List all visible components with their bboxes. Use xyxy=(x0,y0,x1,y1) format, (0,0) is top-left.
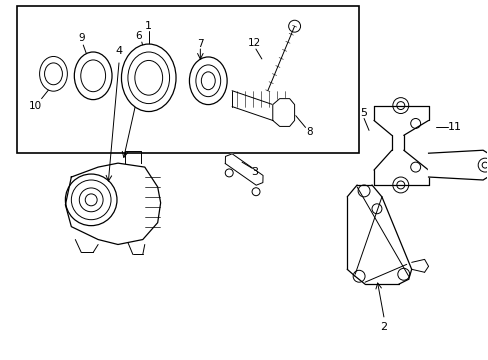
Text: 3: 3 xyxy=(251,167,258,177)
Ellipse shape xyxy=(135,60,163,95)
Text: 4: 4 xyxy=(115,46,122,56)
Ellipse shape xyxy=(81,60,105,92)
Text: 9: 9 xyxy=(78,33,84,43)
Ellipse shape xyxy=(128,52,169,104)
Text: 1: 1 xyxy=(145,21,152,31)
Text: 6: 6 xyxy=(135,31,142,41)
Ellipse shape xyxy=(40,57,67,91)
Text: 8: 8 xyxy=(305,127,312,138)
Text: 10: 10 xyxy=(29,100,42,111)
Circle shape xyxy=(85,194,97,206)
Text: 11: 11 xyxy=(447,122,460,132)
Polygon shape xyxy=(427,150,488,180)
Text: 2: 2 xyxy=(380,322,386,332)
Text: 5: 5 xyxy=(360,108,367,117)
Text: 12: 12 xyxy=(248,38,261,48)
Text: 7: 7 xyxy=(197,39,203,49)
Polygon shape xyxy=(225,154,263,185)
Ellipse shape xyxy=(44,63,62,85)
Polygon shape xyxy=(272,99,294,126)
Polygon shape xyxy=(65,163,161,244)
Ellipse shape xyxy=(74,52,112,100)
Ellipse shape xyxy=(196,65,220,96)
Ellipse shape xyxy=(189,57,226,105)
Ellipse shape xyxy=(121,44,176,112)
Ellipse shape xyxy=(201,72,215,90)
Bar xyxy=(17,6,358,153)
